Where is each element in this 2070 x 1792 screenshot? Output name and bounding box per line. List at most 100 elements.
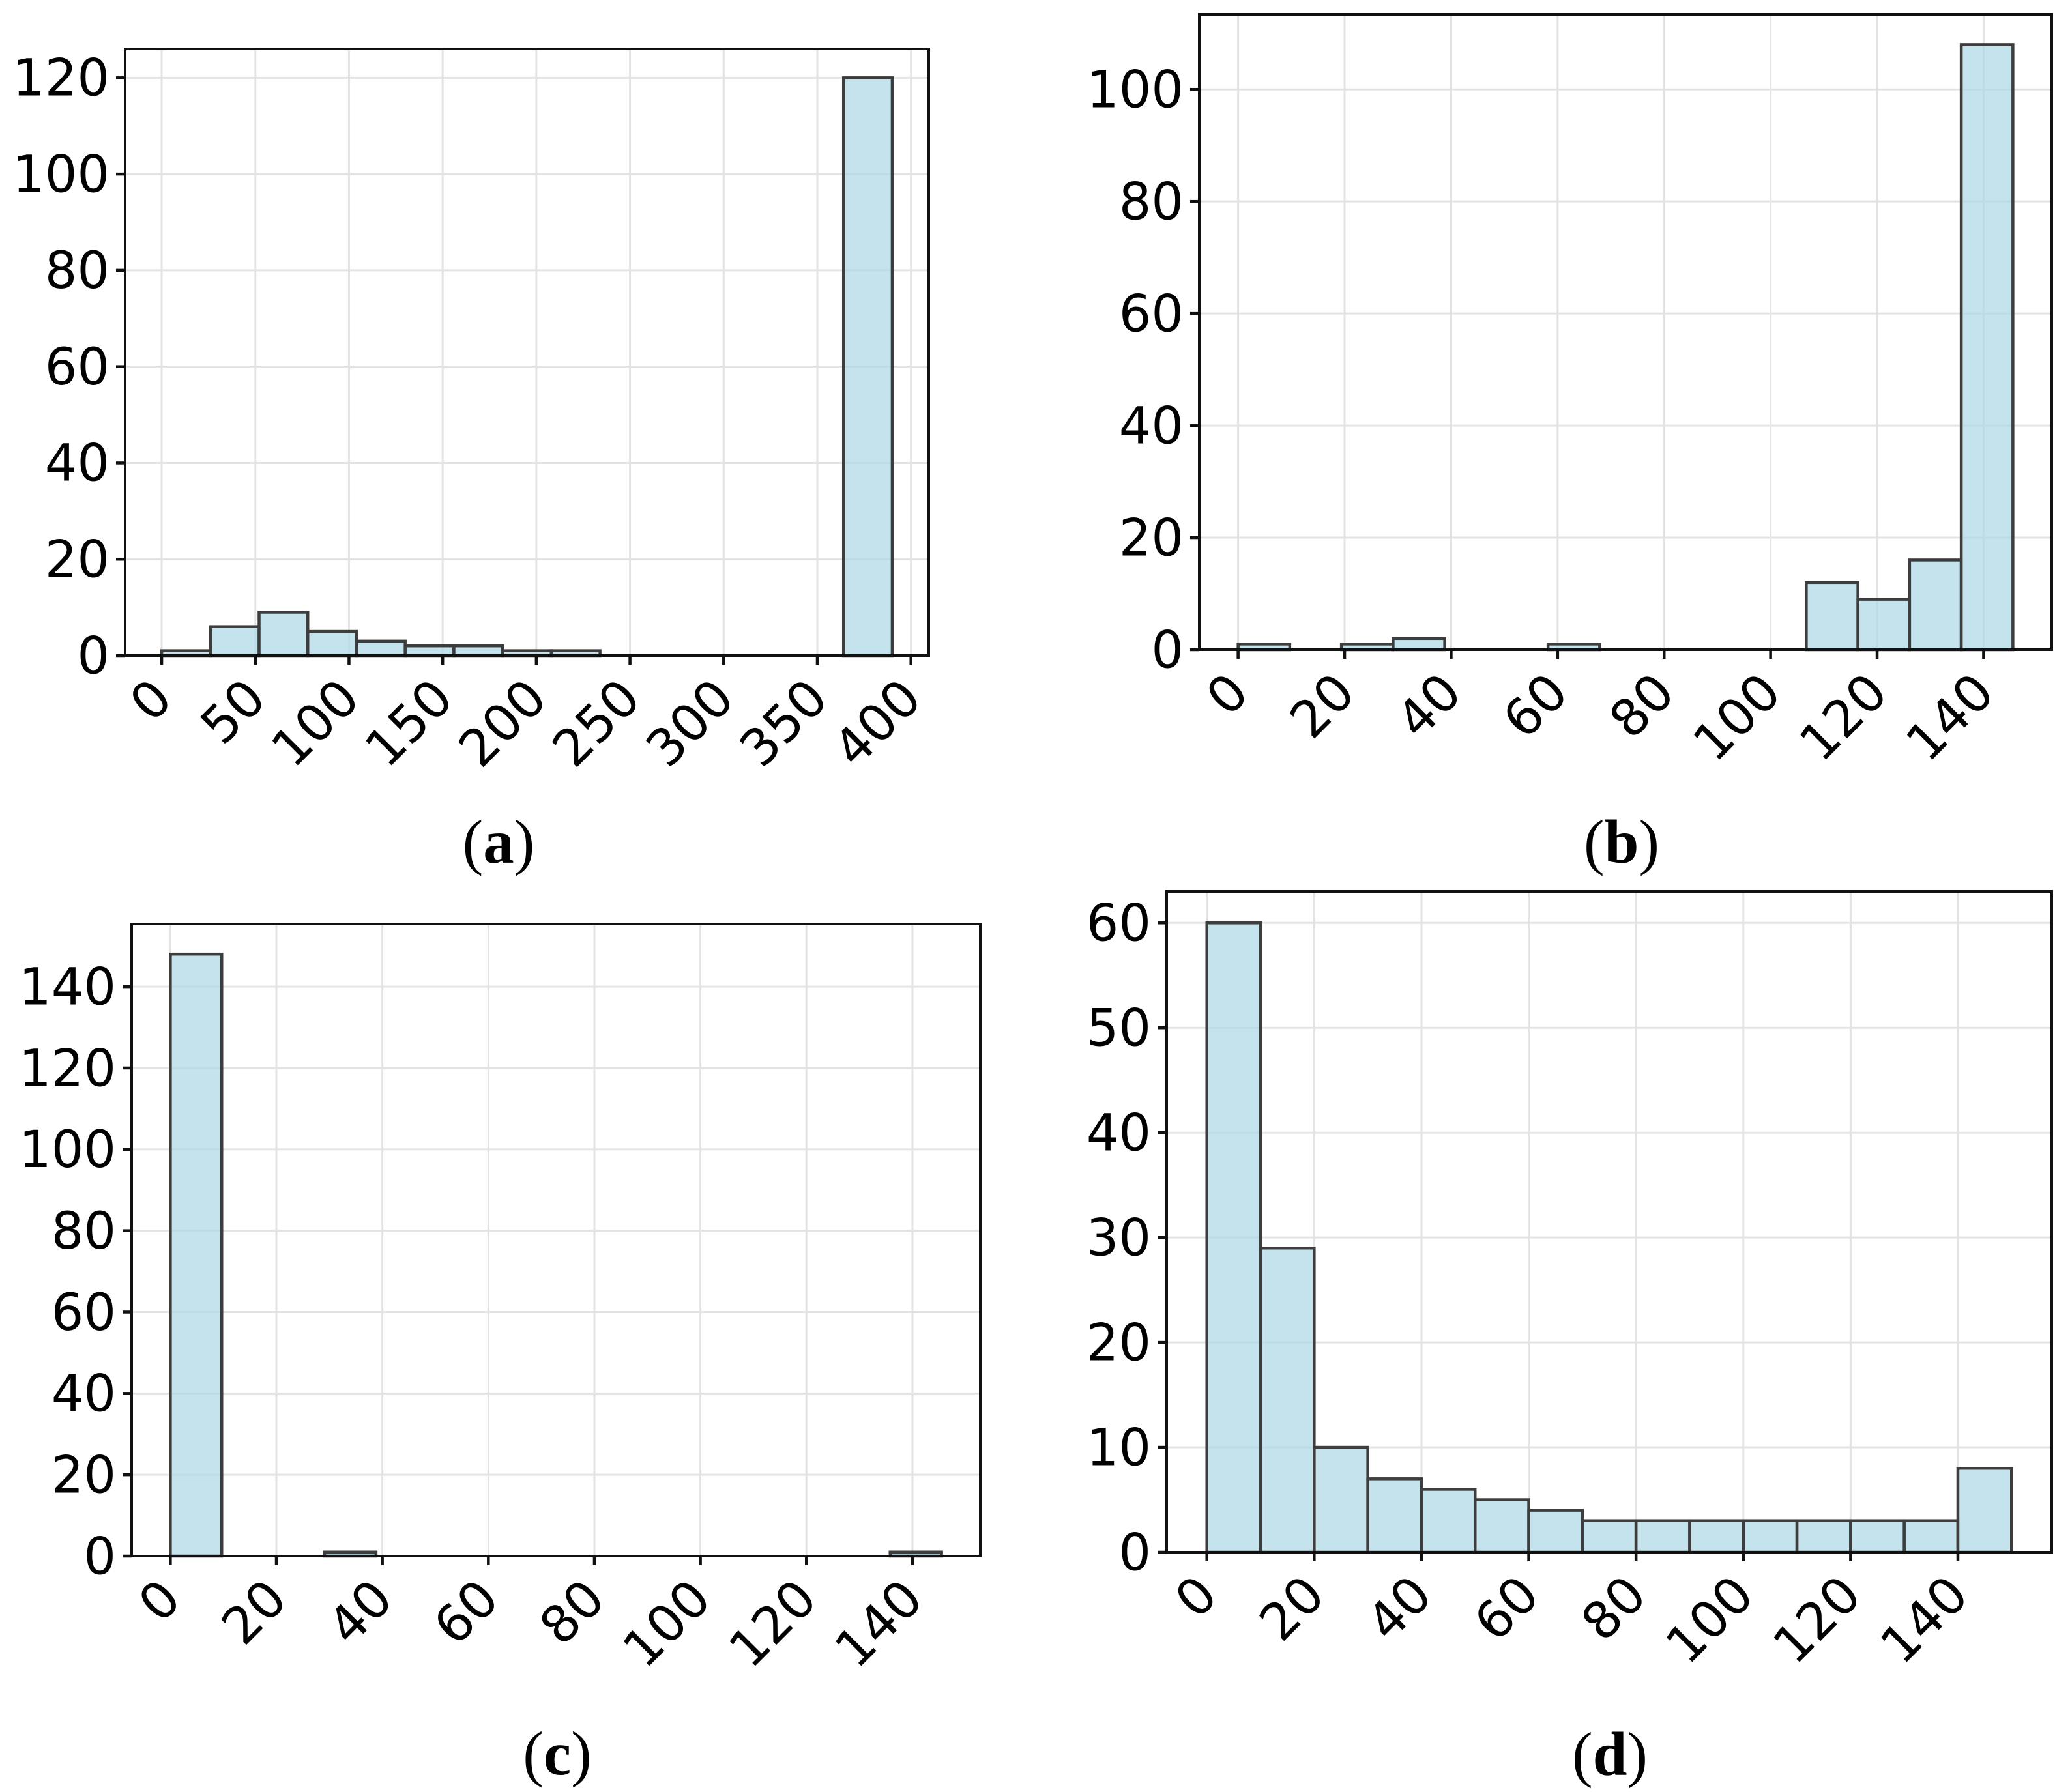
x-tick-label: 60	[1492, 663, 1579, 750]
x-tick-label: 40	[1356, 1565, 1444, 1653]
histogram-bar	[1908, 558, 1963, 652]
caption-paren: (	[523, 1719, 544, 1788]
histogram-bar	[355, 639, 407, 658]
x-tick-label: 0	[1195, 663, 1260, 727]
histogram-bar	[1392, 637, 1446, 652]
axes-frame	[130, 923, 982, 1557]
y-tick-label: 30	[1086, 1209, 1151, 1267]
x-tick-label: 80	[1599, 663, 1686, 750]
axes-frame	[1198, 13, 2053, 651]
y-tick-label: 20	[45, 531, 109, 590]
y-tick-label: 20	[1119, 509, 1184, 568]
y-tick-label: 40	[51, 1365, 116, 1424]
x-tick-label: 140	[824, 1569, 934, 1679]
y-tick-label: 40	[1086, 1104, 1151, 1163]
y-tick-label: 100	[12, 145, 109, 204]
histogram-bar	[1742, 1519, 1799, 1554]
y-tick-label: 100	[1086, 61, 1184, 120]
y-tick-label: 0	[83, 1527, 116, 1586]
y-tick-label: 60	[45, 338, 109, 397]
x-tick-label: 120	[1789, 663, 1899, 773]
panel-caption-a: (a)	[463, 807, 535, 878]
y-tick-label: 0	[1118, 1524, 1151, 1582]
histogram-bar	[1527, 1509, 1584, 1554]
histogram-panel-d: 0 20 40 60 80 100 120 140 0 10 20 30 40 50 60 (d)	[1035, 880, 2070, 1792]
y-tick-label: 50	[1086, 1000, 1151, 1058]
caption-paren: )	[1627, 1720, 1648, 1789]
histogram-bar	[257, 611, 310, 658]
x-tick-label: 300	[635, 669, 746, 779]
caption-letter: b	[1604, 807, 1639, 876]
histogram-bar	[1473, 1498, 1530, 1554]
histogram-bar	[169, 952, 224, 1558]
histogram-bar	[1856, 598, 1912, 652]
x-tick-label: 50	[190, 669, 277, 756]
x-tick-label: 100	[1655, 1565, 1765, 1675]
y-tick-label: 120	[19, 1039, 116, 1098]
panel-caption-d: (d)	[1572, 1719, 1648, 1790]
caption-letter: a	[483, 807, 514, 876]
x-tick-label: 20	[1249, 1565, 1336, 1653]
x-tick-label: 250	[542, 669, 652, 779]
y-tick-label: 0	[77, 627, 109, 686]
x-tick-label: 0	[119, 669, 184, 733]
y-tick-label: 20	[1086, 1314, 1151, 1372]
x-tick-label: 40	[317, 1569, 404, 1656]
histogram-bar	[1420, 1488, 1477, 1554]
x-tick-label: 140	[1895, 663, 2005, 773]
histogram-bar	[1205, 921, 1262, 1554]
histogram-panel-b: 0 20 40 60 80 100 120 140 0 20 40 60 80 100 (b)	[1035, 0, 2070, 896]
caption-paren: )	[571, 1719, 592, 1788]
histogram-bar	[1688, 1519, 1745, 1554]
axes-frame	[124, 48, 930, 657]
x-tick-label: 20	[1279, 663, 1367, 750]
x-tick-label: 80	[529, 1569, 617, 1656]
caption-letter: c	[543, 1719, 572, 1788]
y-tick-label: 80	[45, 242, 109, 300]
x-tick-label: 400	[823, 669, 933, 779]
y-tick-label: 80	[1119, 173, 1184, 231]
histogram-bar	[209, 625, 261, 658]
y-tick-label: 60	[51, 1284, 116, 1342]
x-tick-label: 120	[1762, 1565, 1873, 1675]
histogram-bar	[1956, 1466, 2013, 1554]
axes-frame	[1165, 890, 2053, 1554]
y-tick-label: 120	[12, 50, 109, 108]
y-tick-label: 60	[1086, 895, 1151, 953]
panel-caption-b: (b)	[1584, 807, 1659, 878]
histogram-bar	[1366, 1477, 1423, 1554]
y-tick-label: 140	[19, 958, 116, 1017]
histogram-bar	[1902, 1519, 1960, 1554]
histogram-bar	[1313, 1445, 1369, 1554]
caption-paren: )	[514, 807, 535, 876]
histogram-panel-c: 0 20 40 60 80 100 120 140 0 20 40 60 80 100 120 140 (c)	[0, 896, 1035, 1792]
histogram-bar	[1795, 1519, 1852, 1554]
x-tick-label: 100	[1682, 663, 1792, 773]
x-tick-label: 350	[729, 669, 839, 779]
x-tick-label: 120	[718, 1569, 828, 1679]
panel-caption-c: (c)	[523, 1718, 591, 1789]
histogram-panel-a: 0 50 100 150 200 250 300 350 400 0 20 40 60 80 100 120 …	[0, 0, 1035, 896]
histogram-bar	[1849, 1519, 1906, 1554]
x-tick-label: 0	[1164, 1565, 1229, 1630]
histogram-bar	[403, 644, 456, 658]
y-tick-label: 100	[19, 1121, 116, 1179]
y-tick-label: 40	[1119, 397, 1184, 455]
x-tick-label: 60	[423, 1569, 510, 1656]
x-tick-label: 60	[1463, 1565, 1551, 1653]
histogram-bar	[1634, 1519, 1691, 1554]
x-tick-label: 100	[261, 669, 371, 779]
histogram-bar	[1805, 581, 1859, 652]
caption-paren: )	[1639, 807, 1660, 876]
x-tick-label: 100	[612, 1569, 722, 1679]
histogram-bar	[306, 629, 358, 658]
histogram-bar	[1259, 1246, 1316, 1554]
caption-paren: (	[1571, 1720, 1593, 1789]
y-tick-label: 60	[1119, 285, 1184, 343]
x-tick-label: 80	[1571, 1565, 1658, 1653]
x-tick-label: 0	[128, 1569, 192, 1634]
